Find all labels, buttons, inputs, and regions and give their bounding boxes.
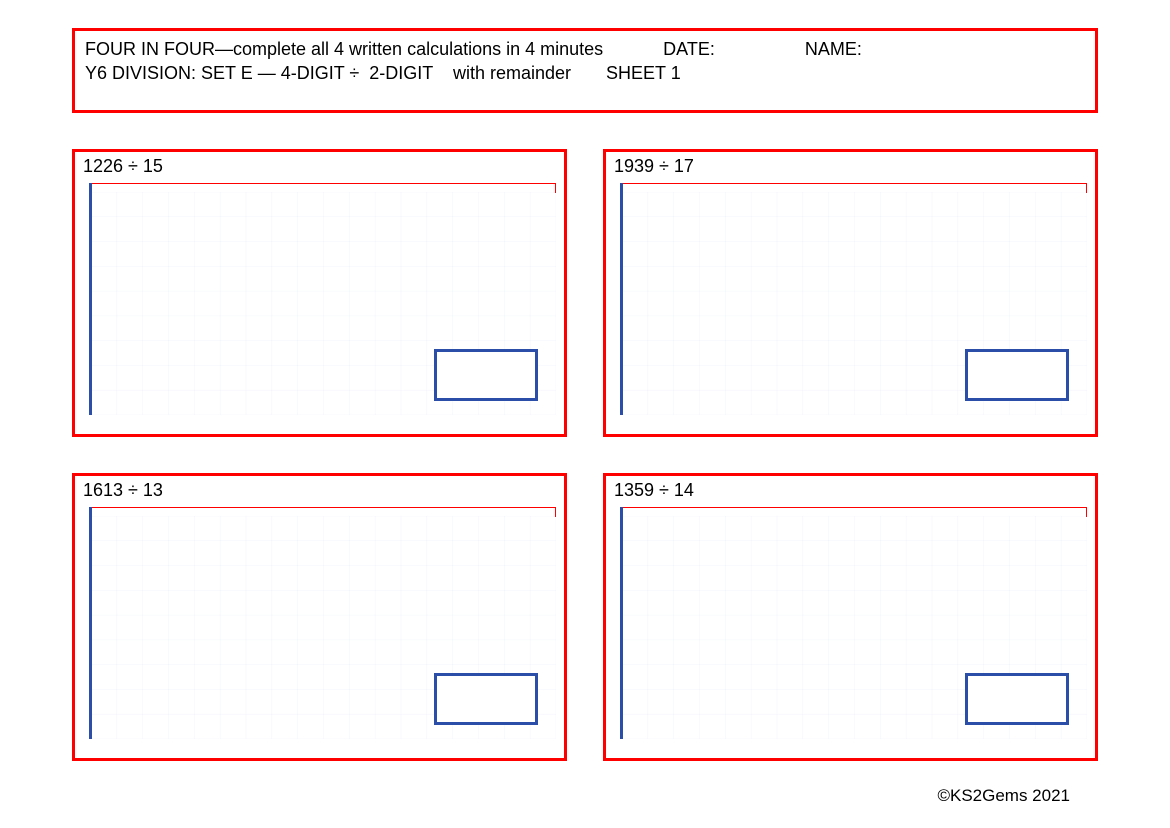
header-line2: Y6 DIVISION: SET E — 4-DIGIT ÷ 2-DIGIT w… xyxy=(85,61,1085,85)
problems-grid: 1226 ÷ 15 1939 ÷ 17 1613 ÷ 13 xyxy=(72,149,1098,761)
problem-label: 1613 ÷ 13 xyxy=(83,480,558,501)
working-grid xyxy=(620,507,1087,739)
footer-copyright: ©KS2Gems 2021 xyxy=(937,786,1070,806)
problem-label: 1226 ÷ 15 xyxy=(83,156,558,177)
working-grid xyxy=(89,507,556,739)
answer-box xyxy=(965,349,1069,401)
working-grid xyxy=(89,183,556,415)
answer-box xyxy=(434,349,538,401)
problem-box-3: 1613 ÷ 13 xyxy=(72,473,567,761)
problem-label: 1939 ÷ 17 xyxy=(614,156,1089,177)
header-line1: FOUR IN FOUR—complete all 4 written calc… xyxy=(85,37,1085,61)
answer-box xyxy=(965,673,1069,725)
answer-box xyxy=(434,673,538,725)
working-grid xyxy=(620,183,1087,415)
problem-box-2: 1939 ÷ 17 xyxy=(603,149,1098,437)
problem-box-4: 1359 ÷ 14 xyxy=(603,473,1098,761)
problem-label: 1359 ÷ 14 xyxy=(614,480,1089,501)
problem-box-1: 1226 ÷ 15 xyxy=(72,149,567,437)
header-box: FOUR IN FOUR—complete all 4 written calc… xyxy=(72,28,1098,113)
